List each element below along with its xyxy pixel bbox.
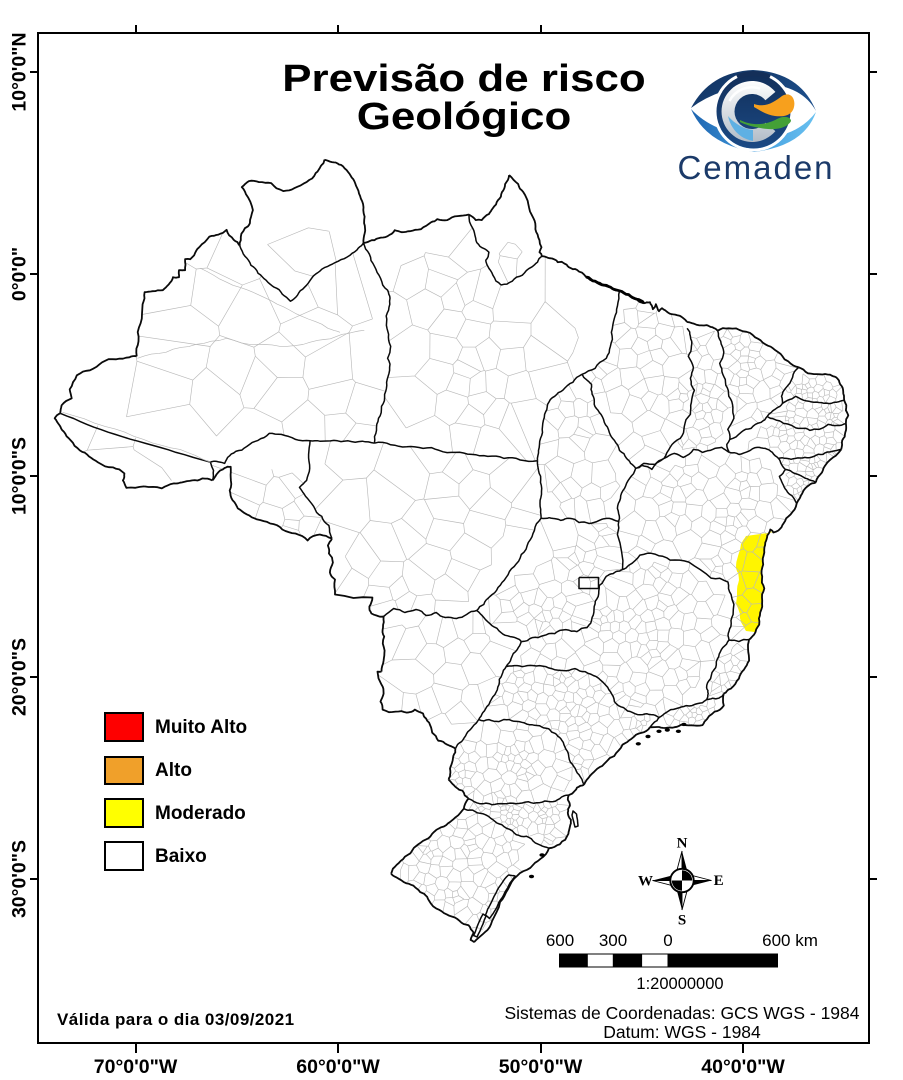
svg-text:S: S bbox=[678, 913, 686, 929]
svg-text:N: N bbox=[677, 836, 688, 852]
svg-text:E: E bbox=[714, 873, 724, 889]
svg-text:W: W bbox=[638, 873, 653, 889]
